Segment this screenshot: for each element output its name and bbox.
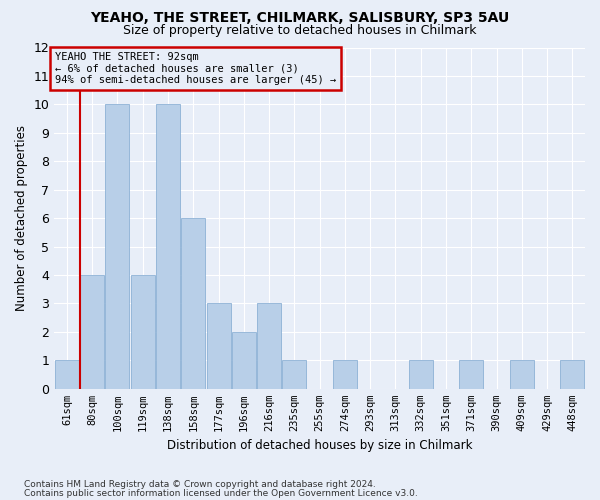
- X-axis label: Distribution of detached houses by size in Chilmark: Distribution of detached houses by size …: [167, 440, 472, 452]
- Text: Contains public sector information licensed under the Open Government Licence v3: Contains public sector information licen…: [24, 489, 418, 498]
- Bar: [55, 360, 79, 389]
- Bar: [409, 360, 433, 389]
- Bar: [156, 104, 180, 389]
- Text: YEAHO THE STREET: 92sqm
← 6% of detached houses are smaller (3)
94% of semi-deta: YEAHO THE STREET: 92sqm ← 6% of detached…: [55, 52, 336, 85]
- Bar: [333, 360, 357, 389]
- Bar: [560, 360, 584, 389]
- Text: Contains HM Land Registry data © Crown copyright and database right 2024.: Contains HM Land Registry data © Crown c…: [24, 480, 376, 489]
- Bar: [459, 360, 483, 389]
- Bar: [206, 304, 230, 389]
- Bar: [80, 275, 104, 389]
- Bar: [257, 304, 281, 389]
- Text: YEAHO, THE STREET, CHILMARK, SALISBURY, SP3 5AU: YEAHO, THE STREET, CHILMARK, SALISBURY, …: [91, 11, 509, 25]
- Bar: [181, 218, 205, 389]
- Y-axis label: Number of detached properties: Number of detached properties: [15, 125, 28, 311]
- Bar: [283, 360, 307, 389]
- Bar: [106, 104, 130, 389]
- Bar: [131, 275, 155, 389]
- Bar: [232, 332, 256, 389]
- Bar: [510, 360, 534, 389]
- Text: Size of property relative to detached houses in Chilmark: Size of property relative to detached ho…: [123, 24, 477, 37]
